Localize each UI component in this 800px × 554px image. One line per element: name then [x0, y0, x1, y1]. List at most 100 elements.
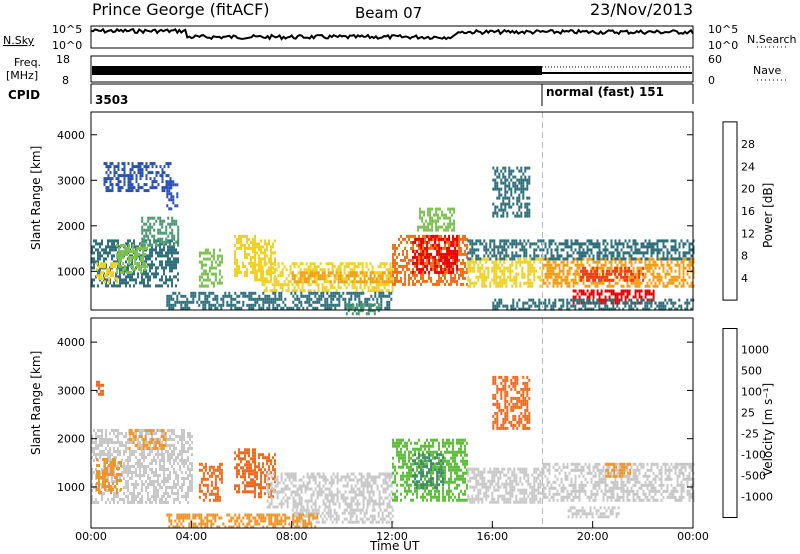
power-y-ticks: 4000 3000 2000 1000: [57, 129, 693, 278]
freq-series-band: [92, 66, 542, 75]
y-tick-label: 2000: [57, 433, 85, 446]
x-axis-label: Time UT: [369, 539, 420, 553]
velocity-colorbar: 1000 500 100 25 -25 -100 -500 -1000: [722, 328, 773, 518]
x-tick-label: 12:00: [376, 530, 408, 543]
freq-unit-label: [MHz]: [6, 69, 38, 82]
power-patch: [116, 244, 149, 274]
x-tick-label: 00:00: [75, 530, 107, 543]
colorbar-tick-label: 28: [741, 138, 755, 151]
nave-label: Nave: [753, 64, 781, 77]
beam-title: Beam 07: [355, 4, 422, 22]
colorbar-tick-label: 20: [741, 183, 755, 196]
power-patch: [417, 207, 456, 232]
velocity-patch: [96, 458, 122, 494]
freq-label: Freq.: [14, 56, 41, 69]
nsearch-right-tick-top: 10^5: [708, 23, 738, 36]
power-patch: [542, 239, 695, 261]
velocity-patch: [492, 375, 531, 430]
power-patch: [103, 162, 172, 193]
freq-panel-frame: [90, 55, 694, 83]
freq-left-tick-bottom: 8: [62, 74, 69, 87]
colorbar-tick-label: -25: [741, 428, 759, 441]
y-tick-label: 1000: [57, 265, 85, 278]
colorbar-tick-label: 25: [741, 407, 755, 420]
velocity-patch: [198, 462, 223, 502]
power-colorbar-label: Power [dB]: [761, 183, 775, 248]
station-title: Prince George (fitACF): [92, 0, 270, 19]
velocity-patch: [542, 462, 695, 502]
y-tick-label: 1000: [57, 481, 85, 494]
power-patch: [580, 266, 645, 282]
velocity-patch: [166, 513, 319, 529]
colorbar-frame: [722, 328, 738, 518]
velocity-patch: [128, 429, 167, 450]
velocity-patch: [266, 472, 393, 509]
power-patch: [542, 257, 695, 288]
power-colorbar: 28 24 20 16 12 8 4: [722, 121, 755, 301]
nsky-panel-frame: [90, 25, 694, 49]
velocity-patch: [291, 508, 394, 524]
nsky-left-tick-top: 10^5: [52, 23, 82, 36]
colorbar-tick-label: 4: [741, 272, 748, 285]
power-patch: [467, 257, 544, 288]
velocity-patch: [567, 506, 620, 519]
nsky-label: N.Sky: [3, 34, 35, 47]
colorbar-tick-label: 1000: [741, 344, 769, 357]
velocity-patch: [392, 438, 468, 502]
power-panel-frame: [90, 111, 694, 311]
colorbar-tick-label: 500: [741, 365, 762, 378]
power-patch: [141, 216, 180, 247]
power-patch: [166, 291, 393, 310]
power-patch: [492, 298, 695, 311]
colorbar-tick-label: 24: [741, 160, 755, 173]
colorbar-tick-label: -500: [741, 470, 766, 483]
power-patch: [234, 234, 256, 277]
x-tick-label: 00:00: [677, 530, 709, 543]
y-tick-label: 3000: [57, 174, 85, 187]
velocity-ylabel: Slant Range [km]: [29, 351, 43, 455]
freq-left-tick-top: 18: [56, 53, 70, 66]
y-tick-label: 2000: [57, 220, 85, 233]
velocity-y-ticks: 4000 3000 2000 1000: [57, 336, 693, 494]
power-patch: [198, 248, 223, 288]
velocity-patch: [96, 380, 104, 396]
y-tick-label: 3000: [57, 384, 85, 397]
power-patch: [412, 234, 459, 274]
x-tick-label: 16:00: [476, 530, 508, 543]
power-patch: [96, 262, 118, 284]
power-heatmap-panel: [91, 112, 695, 316]
colorbar-tick-label: 12: [741, 227, 755, 240]
date-title: 23/Nov/2013: [590, 0, 693, 19]
velocity-colorbar-label: Velocity [m s⁻¹]: [761, 383, 775, 476]
y-tick-label: 4000: [57, 336, 85, 349]
x-tick-label: 08:00: [276, 530, 308, 543]
nsearch-right-tick-bottom: 10^0: [708, 39, 738, 52]
velocity-heatmap-panel: [91, 318, 695, 529]
nsearch-label: N.Search: [747, 33, 797, 46]
nsky-series-line: [90, 27, 694, 41]
velocity-patch: [467, 467, 544, 504]
cpid-label: CPID: [8, 88, 40, 102]
y-tick-label: 4000: [57, 129, 85, 142]
colorbar-tick-label: -1000: [741, 491, 773, 504]
cpid-value-left: 3503: [95, 93, 128, 107]
nave-right-tick-top: 60: [708, 53, 722, 66]
velocity-patch: [605, 462, 632, 478]
colorbar-tick-label: -100: [741, 449, 766, 462]
colorbar-tick-label: 8: [741, 250, 748, 263]
nsky-left-tick-bottom: 10^0: [52, 39, 82, 52]
x-tick-label: 20:00: [577, 530, 609, 543]
nave-right-tick-bottom: 0: [708, 74, 715, 87]
power-patch: [291, 271, 394, 284]
power-patch: [492, 166, 531, 218]
power-patch: [254, 239, 276, 282]
power-patch: [345, 303, 380, 316]
cpid-value-right: normal (fast) 151: [546, 85, 664, 99]
velocity-patch: [412, 453, 445, 490]
colorbar-tick-label: 16: [741, 205, 755, 218]
colorbar-tick-label: 100: [741, 386, 762, 399]
velocity-patch: [234, 448, 256, 494]
power-patch: [467, 239, 544, 261]
colorbar-frame: [722, 121, 738, 301]
